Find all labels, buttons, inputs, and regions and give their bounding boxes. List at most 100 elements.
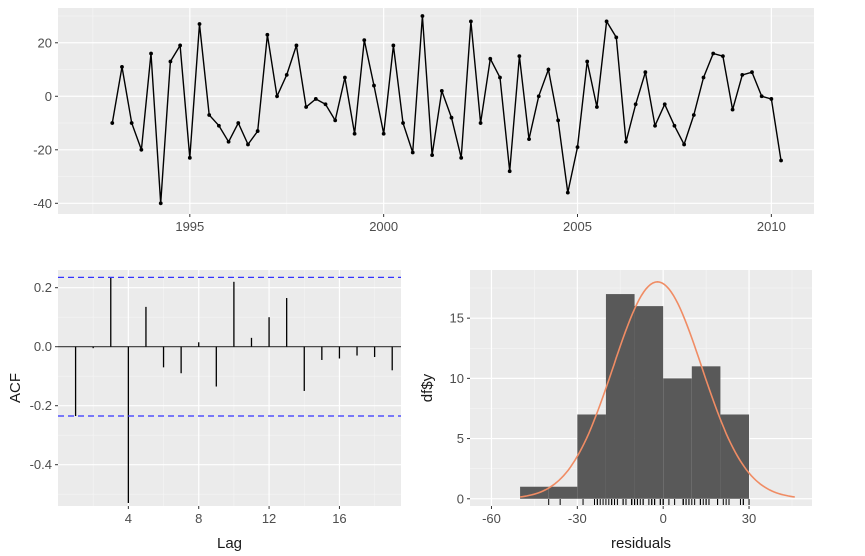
- series-point: [313, 97, 318, 101]
- series-point: [439, 89, 444, 93]
- y-tick-label: 0.2: [34, 280, 52, 295]
- series-point: [633, 102, 638, 107]
- series-point: [265, 32, 270, 37]
- series-point: [178, 43, 183, 48]
- plot-background: [58, 270, 401, 506]
- series-point: [197, 22, 202, 26]
- x-tick-label: -30: [568, 511, 587, 526]
- y-axis-title: df$y: [419, 373, 436, 402]
- series-point: [701, 75, 706, 80]
- x-tick-label: 2000: [369, 219, 398, 234]
- series-point: [730, 107, 735, 112]
- series-point: [653, 123, 657, 128]
- series-point: [372, 83, 376, 88]
- y-tick-label: -20: [33, 142, 52, 157]
- series-point: [556, 118, 561, 123]
- time-series-panel: 1995 2000 2005 2010 -40 -20 0 20: [33, 8, 814, 234]
- series-point: [682, 142, 687, 147]
- series-point: [275, 94, 279, 99]
- series-point: [459, 155, 464, 160]
- series-point: [120, 64, 124, 69]
- series-point: [430, 153, 435, 158]
- series-point: [614, 35, 619, 40]
- series-point: [740, 72, 745, 77]
- x-tick-label: 2005: [563, 219, 592, 234]
- y-tick-label: 20: [38, 35, 52, 50]
- series-point: [498, 75, 502, 80]
- series-point: [362, 38, 367, 43]
- y-axis-title: ACF: [7, 373, 24, 403]
- series-point: [643, 70, 648, 75]
- series-point: [585, 59, 590, 64]
- histogram-panel: -60 -30 0 30 0 5 10 15 residuals df$y: [419, 270, 812, 552]
- series-point: [304, 105, 309, 109]
- series-point: [381, 131, 386, 136]
- y-tick-label: 15: [450, 311, 464, 326]
- histogram-bar: [634, 306, 664, 499]
- series-point: [478, 121, 483, 125]
- series-point: [410, 150, 415, 155]
- x-tick-label: 2010: [757, 219, 786, 234]
- series-point: [507, 169, 512, 174]
- series-point: [672, 123, 677, 128]
- x-tick-label: 0: [660, 511, 667, 526]
- y-tick-label: 0: [45, 89, 52, 104]
- series-point: [527, 137, 531, 141]
- y-tick-label: 0: [457, 491, 464, 506]
- series-point: [216, 123, 221, 128]
- series-point: [759, 94, 764, 99]
- series-point: [401, 121, 405, 125]
- series-point: [352, 131, 357, 136]
- series-point: [284, 72, 289, 77]
- plot-background: [58, 8, 814, 214]
- normal-density-curve: [519, 280, 795, 498]
- histogram-bar: [605, 294, 635, 499]
- x-tick-label: 30: [742, 511, 756, 526]
- series-point: [565, 190, 570, 195]
- series-point: [468, 19, 473, 24]
- x-axis-title: residuals: [611, 535, 671, 552]
- histogram-bar: [720, 414, 750, 499]
- histogram-bar: [691, 366, 721, 499]
- series-point: [168, 59, 173, 64]
- series-line: [111, 15, 782, 204]
- y-tick-label: -40: [33, 196, 52, 211]
- y-tick-label: 0.0: [34, 339, 52, 354]
- series-point: [546, 67, 551, 72]
- series-point: [110, 121, 115, 125]
- series-point: [158, 201, 163, 206]
- series-point: [624, 139, 628, 144]
- series-point: [536, 94, 541, 99]
- series-point: [129, 121, 134, 125]
- y-tick-label: -0.2: [30, 398, 52, 413]
- x-axis-title: Lag: [217, 535, 242, 552]
- series-point: [575, 145, 580, 150]
- y-tick-label: 10: [450, 371, 464, 386]
- series-point: [255, 129, 260, 133]
- series-point: [149, 51, 153, 56]
- x-tick-label: 16: [332, 511, 346, 526]
- series-point: [711, 51, 716, 56]
- series-point: [246, 142, 250, 147]
- x-tick-label: 4: [125, 511, 132, 526]
- series-point: [720, 54, 725, 59]
- series-point: [769, 97, 774, 101]
- series-point: [750, 70, 754, 75]
- histogram-bar: [548, 486, 578, 499]
- x-tick-label: 1995: [175, 219, 204, 234]
- series-point: [691, 113, 696, 117]
- series-point: [226, 139, 231, 144]
- series-point: [488, 56, 493, 61]
- series-point: [594, 105, 599, 109]
- series-point: [236, 121, 241, 125]
- x-tick-label: 8: [195, 511, 202, 526]
- series-point: [604, 19, 609, 24]
- acf-panel: 4 8 12 16 -0.4 -0.2 0.0 0.2 Lag ACF: [7, 270, 401, 552]
- x-tick-label: -60: [482, 511, 501, 526]
- series-point: [207, 113, 212, 117]
- series-point: [187, 155, 192, 160]
- x-tick-label: 12: [262, 511, 276, 526]
- series-point: [333, 118, 338, 123]
- series-point: [294, 43, 299, 48]
